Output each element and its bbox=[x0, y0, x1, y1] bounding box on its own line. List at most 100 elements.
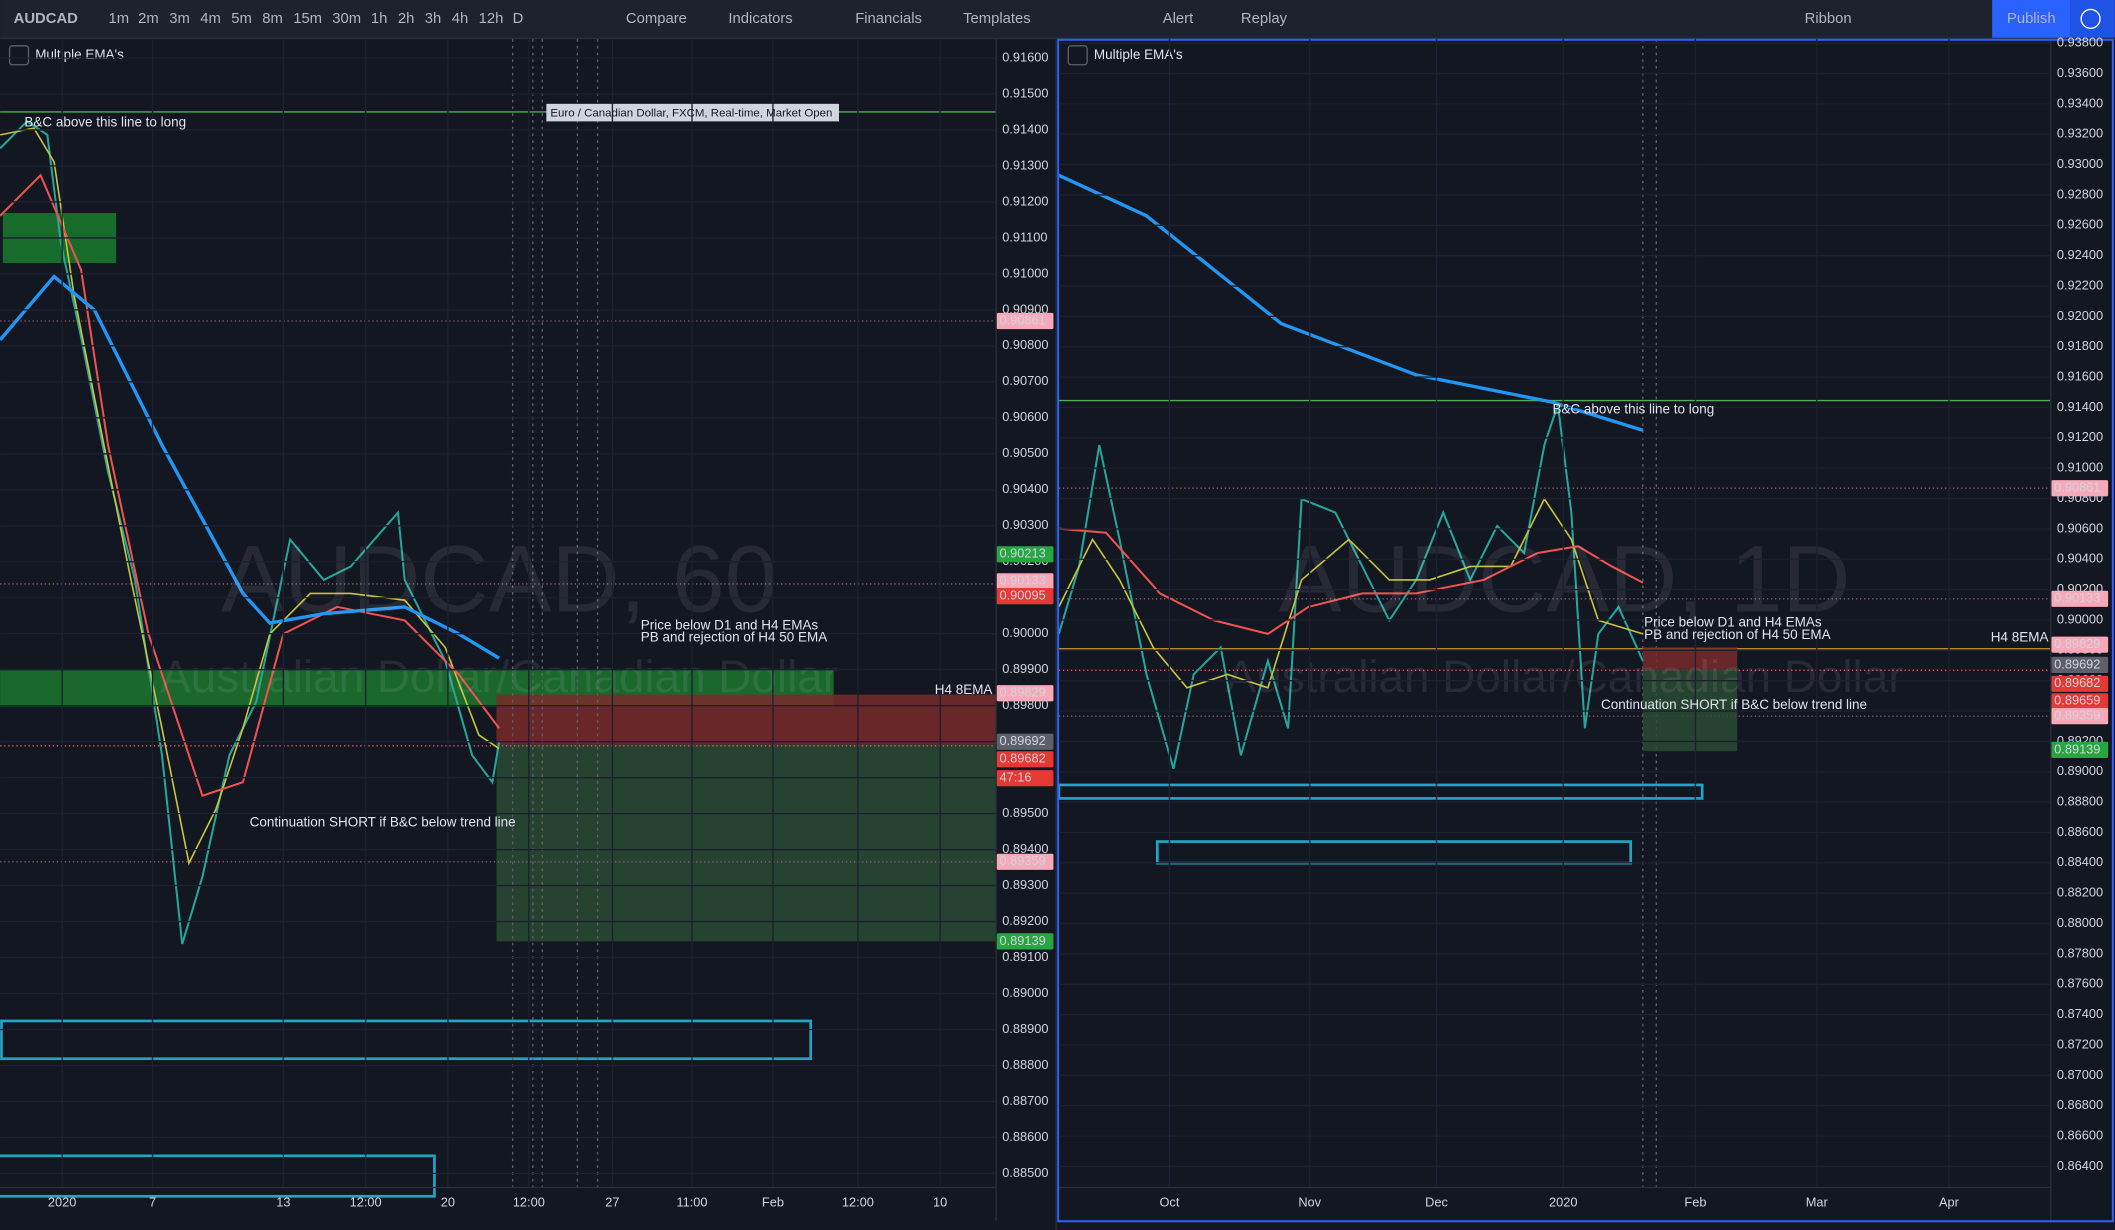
indicators-button[interactable]: Indicators bbox=[728, 11, 792, 27]
replay-button[interactable]: Replay bbox=[1241, 11, 1288, 27]
price-axis-label: 0.88000 bbox=[2057, 915, 2103, 930]
interval-button[interactable]: 4m bbox=[200, 11, 221, 27]
price-axis-label: 0.92000 bbox=[2057, 308, 2103, 323]
time-axis-label: 27 bbox=[605, 1194, 619, 1209]
time-axis-label: 20 bbox=[441, 1194, 455, 1209]
time-axis-label: 12:00 bbox=[513, 1194, 545, 1209]
price-tag bbox=[996, 546, 1054, 563]
price-tag bbox=[996, 733, 1054, 750]
price-axis-label: 0.91600 bbox=[1002, 49, 1048, 64]
axis-border bbox=[995, 39, 997, 1221]
price-axis-label: 0.93800 bbox=[2057, 35, 2103, 50]
price-axis-label: 0.90000 bbox=[2057, 611, 2103, 626]
price-tag bbox=[2051, 590, 2109, 607]
time-axis-label: Feb bbox=[1684, 1194, 1706, 1209]
price-axis-label: 0.86800 bbox=[2057, 1097, 2103, 1112]
price-axis-label: 0.89200 bbox=[1002, 913, 1048, 928]
interval-button[interactable]: 3m bbox=[169, 11, 190, 27]
time-axis-label: 13 bbox=[276, 1194, 290, 1209]
price-tag-label: 0.89682 bbox=[1000, 751, 1046, 766]
box bbox=[0, 1019, 813, 1061]
interval-button[interactable]: 12h bbox=[479, 11, 504, 27]
session-lines bbox=[1642, 39, 1657, 1187]
price-tag-label: 0.89692 bbox=[1000, 733, 1046, 748]
interval-button[interactable]: 3h bbox=[425, 11, 442, 27]
compare-button[interactable]: Compare bbox=[626, 11, 687, 27]
price-tag-label: 0.89682 bbox=[2054, 675, 2100, 690]
interval-button[interactable]: 2m bbox=[138, 11, 159, 27]
annotation: Price below D1 and H4 EMAs bbox=[641, 617, 819, 632]
interval-button[interactable]: 8m bbox=[262, 11, 283, 27]
time-axis-label: Oct bbox=[1159, 1194, 1179, 1209]
time-axis-label: 2020 bbox=[1549, 1194, 1577, 1209]
price-axis-label: 0.92600 bbox=[2057, 217, 2103, 232]
price-axis-label: 0.87600 bbox=[2057, 976, 2103, 991]
templates-button[interactable]: Templates bbox=[963, 11, 1031, 27]
interval-button[interactable]: 1h bbox=[371, 11, 387, 27]
price-tag-label: 0.90861 bbox=[1000, 312, 1046, 327]
financials-button[interactable]: Financials bbox=[855, 11, 922, 27]
reward-zone bbox=[1642, 668, 1738, 752]
price-axis-label: 0.90500 bbox=[1002, 445, 1048, 460]
price-tag bbox=[996, 685, 1054, 702]
price-tag bbox=[2051, 480, 2109, 497]
price-axis-label: 0.88900 bbox=[1002, 1021, 1048, 1036]
ema-line bbox=[1058, 173, 1644, 432]
interval-button[interactable]: 15m bbox=[293, 11, 322, 27]
price-axis-label: 0.91200 bbox=[1002, 193, 1048, 208]
annotation: Continuation SHORT if B&C below trend li… bbox=[250, 814, 516, 829]
ema-line bbox=[0, 173, 500, 798]
price-axis-label: 0.92800 bbox=[2057, 186, 2103, 201]
box bbox=[0, 1154, 436, 1198]
interval-button[interactable]: 2h bbox=[398, 11, 414, 27]
symbol: AUDCAD bbox=[14, 11, 79, 27]
right-pane bbox=[1057, 38, 2114, 1223]
indicator-label: Multiple EMA's bbox=[1094, 47, 1183, 62]
price-tag-label: 0.90133 bbox=[2054, 590, 2100, 605]
price-tag bbox=[2051, 636, 2109, 653]
interval-button[interactable]: D bbox=[513, 11, 524, 27]
price-axis-label: 0.91500 bbox=[1002, 85, 1048, 100]
time-axis-label: 12:00 bbox=[842, 1194, 874, 1209]
risk-zone bbox=[496, 694, 996, 745]
price-tag-label: 0.89139 bbox=[1000, 933, 1046, 948]
price-tag bbox=[996, 312, 1054, 330]
price-tag bbox=[2051, 708, 2109, 725]
price-tag-label: 0.90861 bbox=[2054, 480, 2100, 495]
interval-button[interactable]: 30m bbox=[332, 11, 361, 27]
play-icon bbox=[2080, 8, 2101, 29]
publish-button[interactable] bbox=[1992, 0, 2071, 38]
interval-button[interactable]: 5m bbox=[231, 11, 252, 27]
price-axis-label: 0.93600 bbox=[2057, 65, 2103, 80]
publish-label[interactable]: Publish bbox=[2007, 11, 2056, 27]
alert-button[interactable]: Alert bbox=[1163, 11, 1194, 27]
price-axis-label: 0.91600 bbox=[2057, 368, 2103, 383]
ribbon-button[interactable]: Ribbon bbox=[1805, 11, 1852, 27]
price-axis-label: 0.88500 bbox=[1002, 1165, 1048, 1180]
price-axis-label: 0.88800 bbox=[1002, 1057, 1048, 1072]
price-axis-label: 0.91000 bbox=[1002, 265, 1048, 280]
time-axis-label: Feb bbox=[762, 1194, 784, 1209]
price-axis-label: 0.88800 bbox=[2057, 794, 2103, 809]
price-axis-label: 0.87000 bbox=[2057, 1067, 2103, 1082]
reward-zone bbox=[496, 744, 996, 942]
price-tag-label: 0.89139 bbox=[2054, 741, 2100, 756]
price-tag bbox=[996, 751, 1054, 768]
annotation: B&C above this line to long bbox=[1552, 402, 1714, 417]
ema-line bbox=[1058, 497, 1644, 689]
price-axis-label: 0.93200 bbox=[2057, 126, 2103, 141]
price-lines bbox=[1058, 487, 2051, 717]
interval-button[interactable]: 1m bbox=[109, 11, 130, 27]
interval-button[interactable]: 4h bbox=[452, 11, 469, 27]
fullscreen-button[interactable] bbox=[2070, 0, 2115, 38]
time-axis-label: 11:00 bbox=[676, 1194, 707, 1209]
annotation: PB and rejection of H4 50 EMA bbox=[641, 629, 827, 644]
time-axis-label: 10 bbox=[933, 1194, 947, 1209]
indicator-label: Multiple EMA's bbox=[35, 47, 124, 62]
price-tag-label: 0.89359 bbox=[1000, 853, 1046, 868]
price-axis-label: 0.89000 bbox=[1002, 985, 1048, 1000]
price-tag bbox=[996, 933, 1054, 950]
price-tag-label: 0.90095 bbox=[1000, 588, 1046, 603]
price-axis-label: 0.90700 bbox=[1002, 373, 1048, 388]
